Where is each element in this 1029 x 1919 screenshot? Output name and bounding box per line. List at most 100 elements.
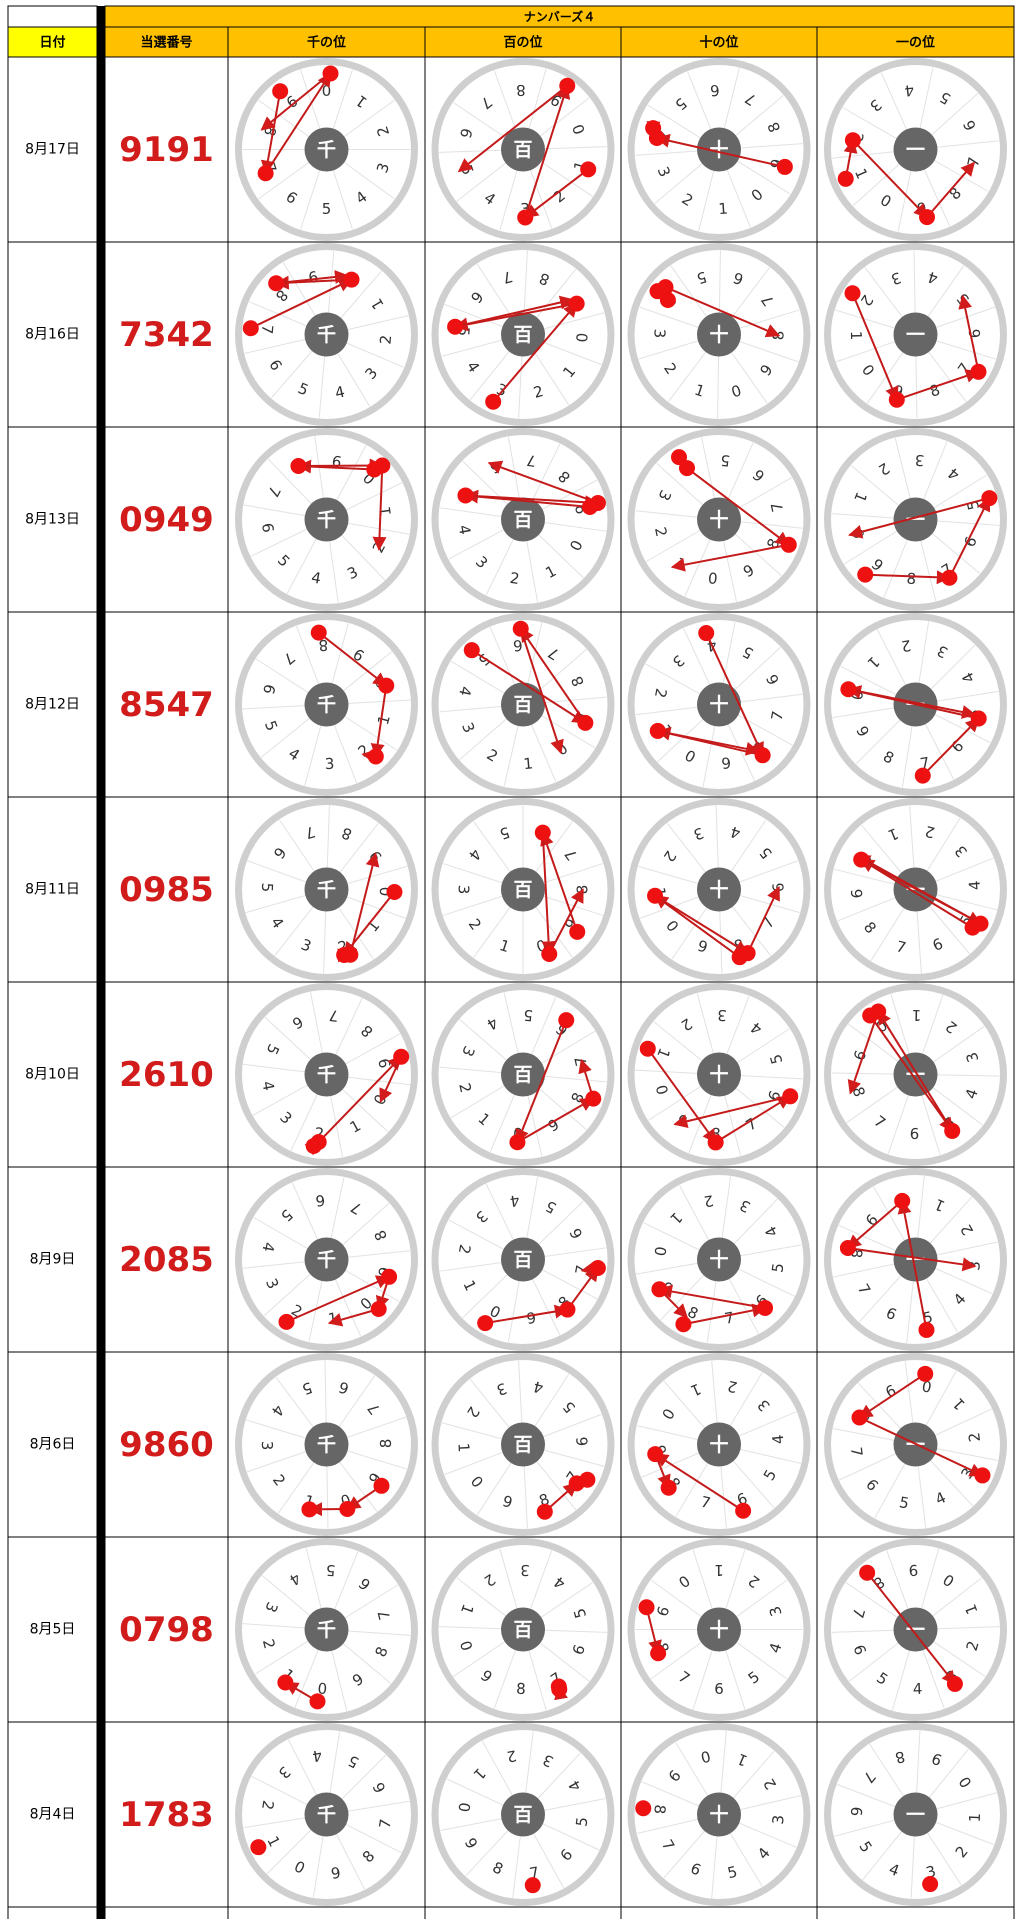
header-cell — [7, 5, 98, 28]
trend-dot — [844, 285, 861, 302]
wheel-digit: 6 — [573, 1436, 591, 1446]
wheel-digit: 7 — [525, 451, 537, 470]
wheel-center — [304, 312, 349, 357]
wheel-digit: 0 — [651, 1245, 670, 1257]
trend-arrow — [524, 84, 571, 218]
trend-dot — [517, 209, 534, 226]
wheel-digit: 8 — [906, 570, 917, 589]
wheel-digit: 5 — [454, 326, 472, 336]
trend-arrow — [847, 1246, 977, 1272]
wheel-digit: 6 — [714, 1680, 724, 1698]
wheel-center — [501, 1422, 545, 1467]
wheel-digit: 2 — [531, 382, 545, 402]
wheel-center — [501, 1237, 545, 1282]
wheel-center-label: 百 — [513, 694, 532, 716]
wheel-digit: 3 — [324, 755, 334, 773]
wheel-digit: 2 — [258, 1799, 277, 1811]
trend-dot — [776, 158, 793, 175]
wheel-center — [304, 497, 349, 542]
wheel-digit: 0 — [454, 1801, 473, 1813]
wheel-digit: 8 — [516, 1680, 526, 1698]
trend-arrow — [471, 649, 587, 724]
cell — [7, 981, 98, 1168]
wheel-center — [697, 497, 741, 542]
wheel-center — [501, 1607, 545, 1652]
trend-arrow — [848, 688, 977, 719]
trend-arrow — [848, 497, 990, 539]
wheel-digit: 7 — [258, 324, 277, 335]
trend-dot — [651, 1281, 668, 1298]
wheel-digit: 2 — [900, 636, 912, 655]
column-header: 日付 — [39, 35, 65, 51]
winning-number: 0949 — [119, 500, 214, 540]
trend-dot — [257, 165, 274, 182]
trend-dot — [373, 1477, 390, 1494]
wheel-digit: 7 — [328, 1006, 340, 1025]
trend-dot — [919, 209, 936, 226]
wheel-digit: 7 — [894, 937, 908, 957]
cell — [620, 1906, 818, 1919]
wheel-center-label: 千 — [317, 1434, 336, 1456]
wheel-digit: 4 — [912, 1680, 922, 1698]
trend-arrow — [541, 832, 556, 956]
wheel-digit: 5 — [898, 1493, 911, 1512]
trend-arrow — [683, 1303, 767, 1326]
trend-arrow — [465, 494, 600, 510]
wheel-center-label: 百 — [513, 509, 532, 531]
cell — [104, 1351, 229, 1538]
trend-dot — [660, 1479, 677, 1496]
wheel-digit: 9 — [720, 754, 732, 773]
cell — [104, 796, 229, 983]
column-header: 十の位 — [699, 35, 738, 51]
wheel-digit: 4 — [509, 1191, 521, 1210]
trend-dot — [859, 1564, 876, 1581]
wheel-digit: 2 — [509, 569, 521, 588]
wheel-digit: 2 — [505, 1746, 518, 1765]
wheel-digit: 4 — [455, 684, 475, 697]
wheel-digit: 0 — [652, 1083, 672, 1097]
trend-arrow — [673, 1095, 791, 1129]
wheel-digit: 2 — [963, 1639, 983, 1653]
wheel-digit: 2 — [376, 334, 395, 345]
wheel-center-label: 千 — [317, 1804, 336, 1826]
wheel-center-label: 千 — [317, 1064, 336, 1086]
wheel-digit: 5 — [726, 1863, 739, 1883]
wheel-digit: 7 — [303, 822, 317, 842]
trend-arrow — [657, 729, 761, 756]
date: 8月11日 — [25, 882, 80, 898]
wheel-center — [697, 1422, 741, 1467]
wheel-digit: 4 — [728, 822, 742, 842]
trend-dot — [857, 566, 874, 583]
trend-dot — [534, 824, 551, 841]
wheel-digit: 4 — [258, 1079, 277, 1092]
trend-arrow — [516, 1097, 595, 1144]
cell — [7, 1166, 98, 1353]
trend-arrow — [264, 72, 332, 174]
date: 8月10日 — [25, 1067, 80, 1083]
trend-dot — [524, 1877, 541, 1894]
trend-arrow — [948, 496, 991, 579]
trend-arrow — [260, 91, 282, 175]
trend-dot — [649, 722, 666, 739]
column-header-cell — [7, 26, 98, 58]
trend-arrow — [847, 1011, 880, 1095]
wheel-digit: 5 — [720, 451, 731, 470]
wheel-digit: 3 — [258, 1441, 276, 1451]
wheel-center-label: 千 — [317, 694, 336, 716]
wheel-digit: 1 — [454, 1442, 472, 1452]
wheel-digit: 4 — [455, 524, 474, 537]
trend-arrow — [658, 1284, 766, 1309]
trend-arrow — [866, 1572, 956, 1686]
cell — [104, 611, 229, 798]
trend-dot — [918, 1321, 935, 1338]
wheel-center-label: 十 — [709, 1803, 728, 1826]
